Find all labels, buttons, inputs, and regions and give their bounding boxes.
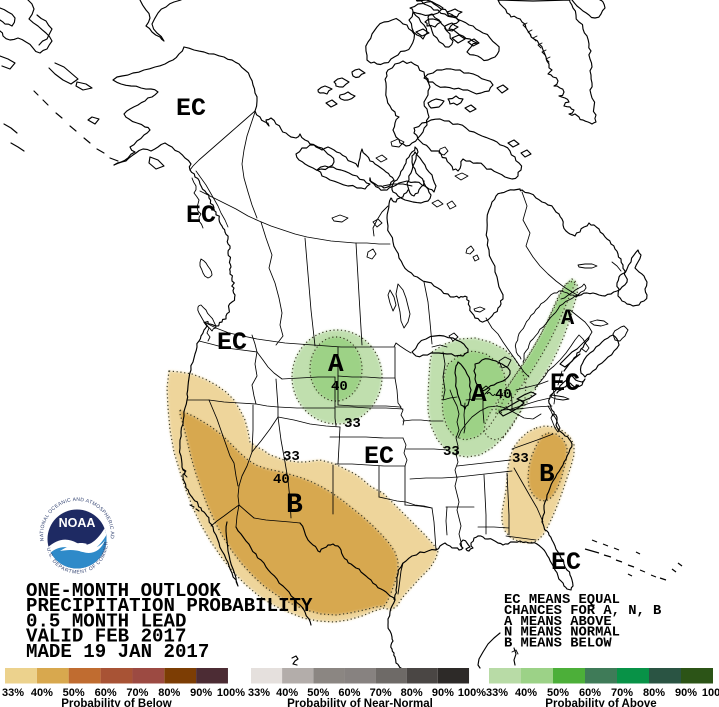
svg-text:40%: 40% bbox=[31, 687, 53, 699]
svg-text:ONE-MONTH OUTLOOK: ONE-MONTH OUTLOOK bbox=[26, 580, 221, 602]
svg-text:A: A bbox=[328, 349, 344, 379]
svg-text:A MEANS ABOVE: A MEANS ABOVE bbox=[504, 615, 612, 630]
svg-text:33: 33 bbox=[283, 449, 300, 465]
svg-text:80%: 80% bbox=[401, 687, 423, 699]
svg-text:EC: EC bbox=[551, 548, 581, 577]
svg-text:MADE 19 JAN 2017: MADE 19 JAN 2017 bbox=[26, 641, 209, 663]
svg-text:EC MEANS EQUAL: EC MEANS EQUAL bbox=[504, 593, 620, 608]
svg-text:PRECIPITATION PROBABILITY: PRECIPITATION PROBABILITY bbox=[26, 595, 313, 617]
svg-text:B MEANS BELOW: B MEANS BELOW bbox=[504, 637, 612, 652]
svg-text:70%: 70% bbox=[126, 687, 148, 699]
svg-text:100%: 100% bbox=[217, 687, 245, 699]
svg-text:80%: 80% bbox=[643, 687, 665, 699]
svg-text:40: 40 bbox=[273, 472, 290, 488]
svg-text:EC: EC bbox=[364, 442, 394, 471]
svg-text:EC: EC bbox=[176, 94, 206, 123]
svg-text:33: 33 bbox=[512, 451, 529, 467]
svg-text:0.5 MONTH LEAD: 0.5 MONTH LEAD bbox=[26, 610, 186, 632]
svg-text:40%: 40% bbox=[515, 687, 537, 699]
svg-text:33: 33 bbox=[344, 416, 361, 432]
svg-text:N MEANS NORMAL: N MEANS NORMAL bbox=[504, 626, 620, 641]
svg-text:100%: 100% bbox=[458, 687, 486, 699]
svg-text:70%: 70% bbox=[611, 687, 633, 699]
svg-text:60%: 60% bbox=[95, 687, 117, 699]
svg-text:60%: 60% bbox=[338, 687, 360, 699]
svg-text:90%: 90% bbox=[675, 687, 697, 699]
svg-text:NOAA: NOAA bbox=[59, 516, 96, 530]
svg-text:EC: EC bbox=[186, 201, 216, 230]
svg-text:Probability of Near-Normal: Probability of Near-Normal bbox=[287, 698, 433, 707]
svg-text:33: 33 bbox=[443, 444, 460, 460]
svg-text:A: A bbox=[471, 379, 487, 409]
svg-text:40: 40 bbox=[331, 379, 348, 395]
svg-text:33%: 33% bbox=[486, 687, 508, 699]
svg-text:100%: 100% bbox=[702, 687, 719, 699]
svg-text:90%: 90% bbox=[190, 687, 212, 699]
svg-text:Probability of Below: Probability of Below bbox=[61, 698, 172, 707]
svg-text:CHANCES FOR A, N, B: CHANCES FOR A, N, B bbox=[504, 604, 661, 619]
svg-text:A: A bbox=[561, 306, 575, 331]
svg-text:60%: 60% bbox=[579, 687, 601, 699]
svg-text:40: 40 bbox=[495, 387, 512, 403]
svg-text:Probability of Above: Probability of Above bbox=[545, 698, 656, 707]
svg-text:40%: 40% bbox=[276, 687, 298, 699]
svg-text:90%: 90% bbox=[432, 687, 454, 699]
svg-text:50%: 50% bbox=[63, 687, 85, 699]
svg-text:50%: 50% bbox=[547, 687, 569, 699]
svg-text:33%: 33% bbox=[2, 687, 24, 699]
svg-text:80%: 80% bbox=[158, 687, 180, 699]
svg-text:70%: 70% bbox=[370, 687, 392, 699]
svg-text:EC: EC bbox=[550, 369, 580, 398]
svg-text:VALID FEB 2017: VALID FEB 2017 bbox=[26, 626, 186, 648]
svg-text:50%: 50% bbox=[307, 687, 329, 699]
svg-text:B: B bbox=[286, 490, 303, 521]
svg-text:B: B bbox=[539, 459, 555, 489]
svg-text:EC: EC bbox=[217, 328, 247, 357]
svg-text:33%: 33% bbox=[248, 687, 270, 699]
